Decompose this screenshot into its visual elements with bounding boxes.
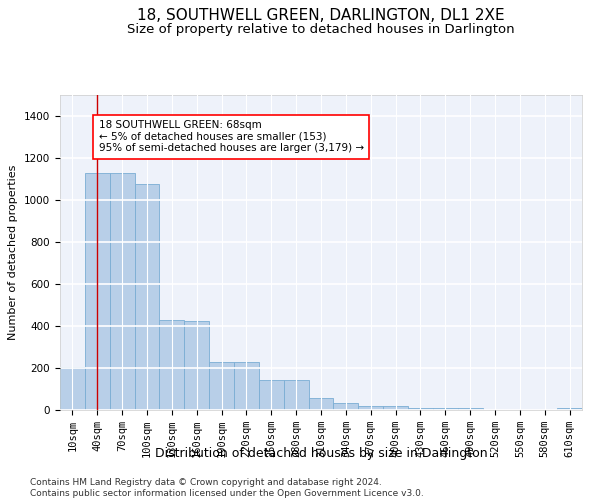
Bar xyxy=(160,320,184,410)
Bar xyxy=(383,406,408,410)
Text: Distribution of detached houses by size in Darlington: Distribution of detached houses by size … xyxy=(155,448,487,460)
Bar xyxy=(60,367,85,410)
Text: Contains HM Land Registry data © Crown copyright and database right 2024.
Contai: Contains HM Land Registry data © Crown c… xyxy=(30,478,424,498)
Bar xyxy=(85,172,110,410)
Bar xyxy=(308,398,334,410)
Text: 18, SOUTHWELL GREEN, DARLINGTON, DL1 2XE: 18, SOUTHWELL GREEN, DARLINGTON, DL1 2XE xyxy=(137,8,505,22)
Text: Size of property relative to detached houses in Darlington: Size of property relative to detached ho… xyxy=(127,22,515,36)
Bar xyxy=(259,380,284,410)
Bar xyxy=(184,321,209,410)
Text: 18 SOUTHWELL GREEN: 68sqm
← 5% of detached houses are smaller (153)
95% of semi-: 18 SOUTHWELL GREEN: 68sqm ← 5% of detach… xyxy=(98,120,364,154)
Bar xyxy=(557,408,582,410)
Bar xyxy=(433,408,458,410)
Bar xyxy=(284,380,308,410)
Bar xyxy=(334,404,358,410)
Bar xyxy=(408,408,433,410)
Bar xyxy=(458,408,482,410)
Bar xyxy=(134,184,160,410)
Bar xyxy=(234,362,259,410)
Bar xyxy=(209,362,234,410)
Bar xyxy=(358,406,383,410)
Bar xyxy=(110,172,134,410)
Y-axis label: Number of detached properties: Number of detached properties xyxy=(8,165,19,340)
